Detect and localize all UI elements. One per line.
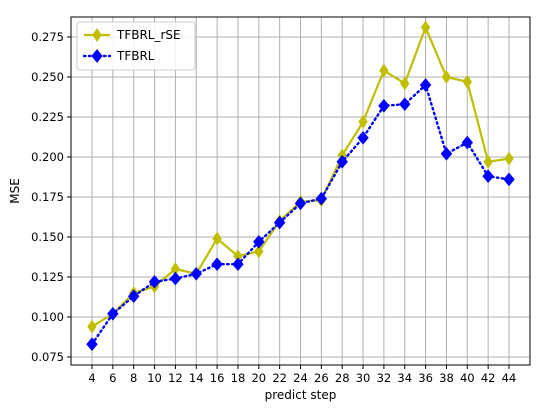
x-tick-label: 40 xyxy=(460,371,475,385)
x-tick-label: 4 xyxy=(88,371,95,385)
data-point xyxy=(357,130,369,145)
x-tick-label: 24 xyxy=(293,371,308,385)
x-tick-label: 32 xyxy=(377,371,392,385)
x-axis: 4 6 8 10 12 14 16 18 20 22 24 26 28 30 32 34 36 38 40 42 44 xyxy=(88,365,516,385)
x-tick-label: 42 xyxy=(481,371,496,385)
legend: TFBRL_rSE TFBRL xyxy=(76,21,196,71)
data-point xyxy=(378,98,390,113)
data-point xyxy=(148,274,161,289)
y-tick-label: 0.150 xyxy=(31,230,64,244)
data-point xyxy=(232,257,244,272)
x-tick-label: 12 xyxy=(168,371,183,385)
legend-label-tfbrl: TFBRL xyxy=(116,49,155,63)
data-point xyxy=(87,319,97,334)
data-point xyxy=(253,234,265,249)
x-axis-label: predict step xyxy=(265,388,337,402)
y-tick-label: 0.250 xyxy=(31,70,64,84)
data-point xyxy=(482,169,494,184)
x-tick-label: 14 xyxy=(189,371,204,385)
data-point xyxy=(441,70,452,84)
data-point xyxy=(400,76,410,91)
series-tfbrl xyxy=(86,78,515,352)
y-tick-label: 0.175 xyxy=(31,190,64,204)
grid-lines xyxy=(71,17,530,365)
data-point xyxy=(336,154,348,169)
data-point xyxy=(419,78,432,92)
data-point xyxy=(190,266,202,281)
data-point xyxy=(461,135,474,150)
x-tick-label: 34 xyxy=(397,371,412,385)
data-point xyxy=(358,114,368,129)
data-point xyxy=(127,289,140,304)
x-tick-label: 38 xyxy=(439,371,454,385)
data-point xyxy=(483,154,493,169)
y-tick-label: 0.100 xyxy=(31,310,64,324)
y-tick-label: 0.275 xyxy=(31,30,64,44)
data-point xyxy=(211,257,223,272)
x-tick-label: 26 xyxy=(314,371,329,385)
data-point xyxy=(212,231,222,246)
legend-sample-tfbrl xyxy=(82,49,112,63)
data-point xyxy=(169,271,182,286)
y-tick-label: 0.200 xyxy=(31,150,64,164)
data-point xyxy=(503,172,515,187)
data-point xyxy=(504,151,514,166)
x-tick-label: 6 xyxy=(109,371,116,385)
data-point xyxy=(399,97,411,112)
x-tick-label: 44 xyxy=(502,371,517,385)
data-point xyxy=(462,74,472,89)
y-tick-label: 0.075 xyxy=(31,350,64,364)
x-tick-label: 36 xyxy=(418,371,433,385)
data-point xyxy=(440,146,453,161)
data-point xyxy=(86,337,98,352)
data-point xyxy=(315,191,328,206)
x-tick-label: 22 xyxy=(272,371,287,385)
series-line xyxy=(90,82,511,346)
data-point xyxy=(294,196,307,211)
x-tick-label: 10 xyxy=(147,371,162,385)
x-tick-label: 20 xyxy=(251,371,266,385)
y-tick-label: 0.125 xyxy=(31,270,64,284)
x-tick-label: 30 xyxy=(356,371,371,385)
y-tick-label: 0.225 xyxy=(31,110,64,124)
legend-marker xyxy=(92,28,102,42)
legend-sample-tfbrl-rse xyxy=(84,28,110,42)
data-point xyxy=(254,244,264,259)
x-tick-label: 18 xyxy=(231,371,246,385)
data-point xyxy=(107,306,119,321)
data-point xyxy=(420,20,431,35)
data-point xyxy=(273,215,286,230)
x-tick-label: 16 xyxy=(210,371,225,385)
x-tick-label: 28 xyxy=(335,371,350,385)
series-layer xyxy=(86,20,515,352)
x-tick-label: 8 xyxy=(130,371,137,385)
data-point xyxy=(379,63,389,78)
y-axis: 0.075 0.100 0.125 0.150 0.175 0.200 0.225 0.250… xyxy=(31,30,71,364)
legend-marker xyxy=(91,49,103,63)
legend-label-tfbrl-rse: TFBRL_rSE xyxy=(116,28,181,42)
y-axis-label: MSE xyxy=(8,178,22,204)
